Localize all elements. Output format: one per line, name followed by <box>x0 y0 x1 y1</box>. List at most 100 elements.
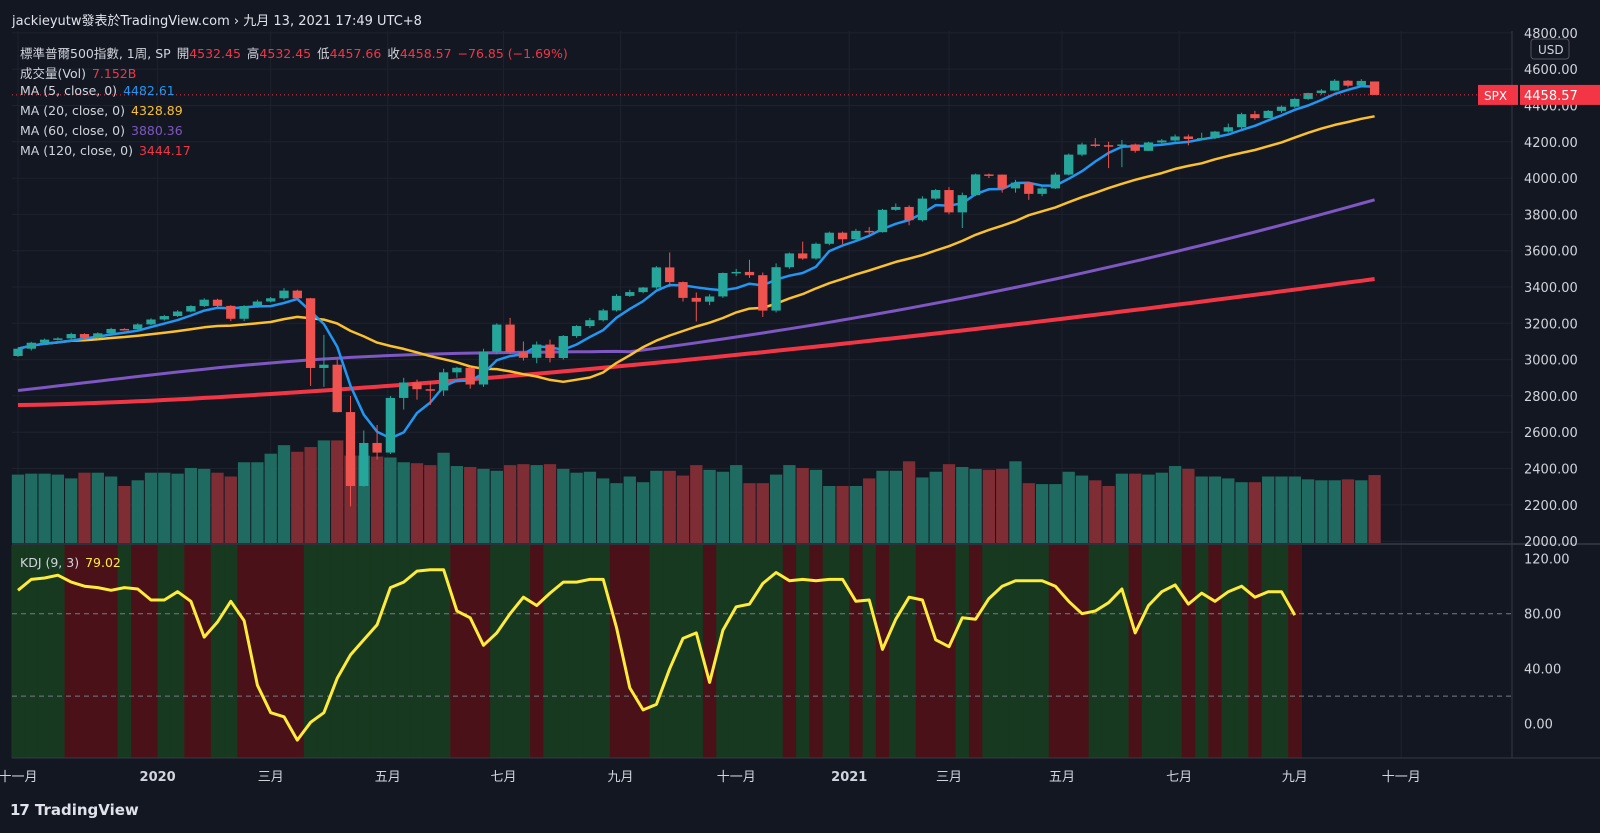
volume-bar <box>969 468 982 543</box>
candle-body <box>784 253 795 268</box>
volume-bar <box>703 469 716 543</box>
change-value: −76.85 (−1.69%) <box>457 46 568 61</box>
candle-body <box>997 174 1007 189</box>
kdj-band <box>530 545 544 758</box>
volume-bar <box>251 462 264 543</box>
kdj-band <box>929 545 943 758</box>
volume-bar <box>823 486 836 543</box>
candle-body <box>13 348 23 356</box>
y-tick-label: 3200.00 <box>1524 317 1578 332</box>
y-tick-label: 3000.00 <box>1524 354 1578 369</box>
volume-bar <box>1062 471 1075 543</box>
candle-body <box>1170 136 1180 141</box>
candle-body <box>26 342 36 349</box>
kdj-band <box>942 545 957 758</box>
open-label: 開 <box>176 46 190 61</box>
candle-body <box>851 230 861 240</box>
candle-body <box>372 442 382 453</box>
volume-bar <box>1035 484 1049 543</box>
kdj-legend[interactable]: KDJ (9, 3) 79.02 <box>20 555 127 570</box>
kdj-band <box>397 545 411 758</box>
volume-bar <box>730 465 743 543</box>
kdj-band <box>875 545 890 758</box>
volume-bar <box>809 469 823 543</box>
candle-body <box>332 364 342 413</box>
volume-bar <box>636 482 650 543</box>
kdj-band <box>197 545 212 758</box>
kdj-band <box>955 545 970 758</box>
candle-body <box>319 364 329 368</box>
volume-bar <box>477 468 490 543</box>
volume-bar <box>1355 480 1368 543</box>
volume-bar <box>1049 484 1062 543</box>
volume-bar <box>1248 482 1262 543</box>
kdj-band <box>849 545 864 758</box>
kdj-band <box>210 545 225 758</box>
ma5-legend[interactable]: MA (5, close, 0) 4482.61 <box>20 83 181 98</box>
volume-bar <box>876 470 889 543</box>
ma20-legend[interactable]: MA (20, close, 0) 4328.89 <box>20 103 189 118</box>
kdj-band <box>1195 545 1209 758</box>
volume-bar <box>530 465 543 543</box>
volume-bar <box>11 474 25 543</box>
volume-bar <box>1155 472 1168 543</box>
volume-bar <box>291 451 304 543</box>
kdj-band <box>330 545 345 758</box>
volume-bar <box>304 447 317 543</box>
kdj-band <box>1101 545 1116 758</box>
volume-bar <box>956 467 969 543</box>
open-value: 4532.45 <box>189 46 241 61</box>
candle-body <box>465 367 475 385</box>
volume-bar <box>211 472 224 543</box>
ma120-legend[interactable]: MA (120, close, 0) 3444.17 <box>20 143 197 158</box>
candle-body <box>359 442 369 486</box>
candle-body <box>1369 81 1380 95</box>
indicator-value: 7.152B <box>91 66 137 81</box>
volume-bar <box>224 476 237 543</box>
symbol-badge <box>1478 84 1518 105</box>
symbol-name: 標準普爾500指數, 1周, SP <box>20 46 171 61</box>
kdj-tick-label: 40.00 <box>1524 663 1561 678</box>
indicator-value: 4482.61 <box>123 83 175 98</box>
volume-bar <box>78 472 91 543</box>
kdj-tick-label: 0.00 <box>1524 718 1553 733</box>
candle-body <box>704 296 715 302</box>
volume-bar <box>1341 479 1355 543</box>
kdj-band <box>463 545 478 758</box>
kdj-band <box>91 545 105 758</box>
candle-body <box>425 389 435 391</box>
price-badge-label: 4458.57 <box>1524 89 1578 104</box>
volume-bar <box>91 472 104 543</box>
kdj-band <box>1048 545 1063 758</box>
candle-body <box>172 311 183 317</box>
candle-body <box>771 267 781 311</box>
price-badge <box>1520 84 1600 105</box>
candle-body <box>518 352 529 358</box>
ma60-legend[interactable]: MA (60, close, 0) 3880.36 <box>20 123 189 138</box>
footer-brand[interactable]: 17 TradingView <box>10 801 139 819</box>
indicator-label: MA (5, close, 0) <box>20 83 118 98</box>
candle-body <box>79 334 90 338</box>
kdj-band <box>769 545 784 758</box>
candle-body <box>1143 142 1154 151</box>
symbol-legend[interactable]: 標準普爾500指數, 1周, SP 開4532.45 高4532.45 低4457.6… <box>20 43 574 62</box>
kdj-band <box>982 545 997 758</box>
kdj-band <box>782 545 797 758</box>
volume-bar <box>410 463 424 543</box>
volume-bar <box>1009 461 1022 543</box>
volume-bar <box>597 478 610 543</box>
volume-bar <box>1195 476 1208 543</box>
currency-label: USD <box>1538 43 1564 57</box>
candle-body <box>1130 144 1140 151</box>
volume-bar <box>756 483 769 543</box>
kdj-band <box>77 545 92 758</box>
ma60-line <box>17 198 1376 392</box>
candle-body <box>199 299 209 307</box>
candle-body <box>53 338 63 340</box>
volume-legend[interactable]: 成交量(Vol) 7.152B <box>20 63 142 82</box>
candle-body <box>1343 80 1353 86</box>
candle-body <box>1024 182 1034 194</box>
volume-bar <box>331 440 344 543</box>
kdj-band <box>51 545 66 758</box>
